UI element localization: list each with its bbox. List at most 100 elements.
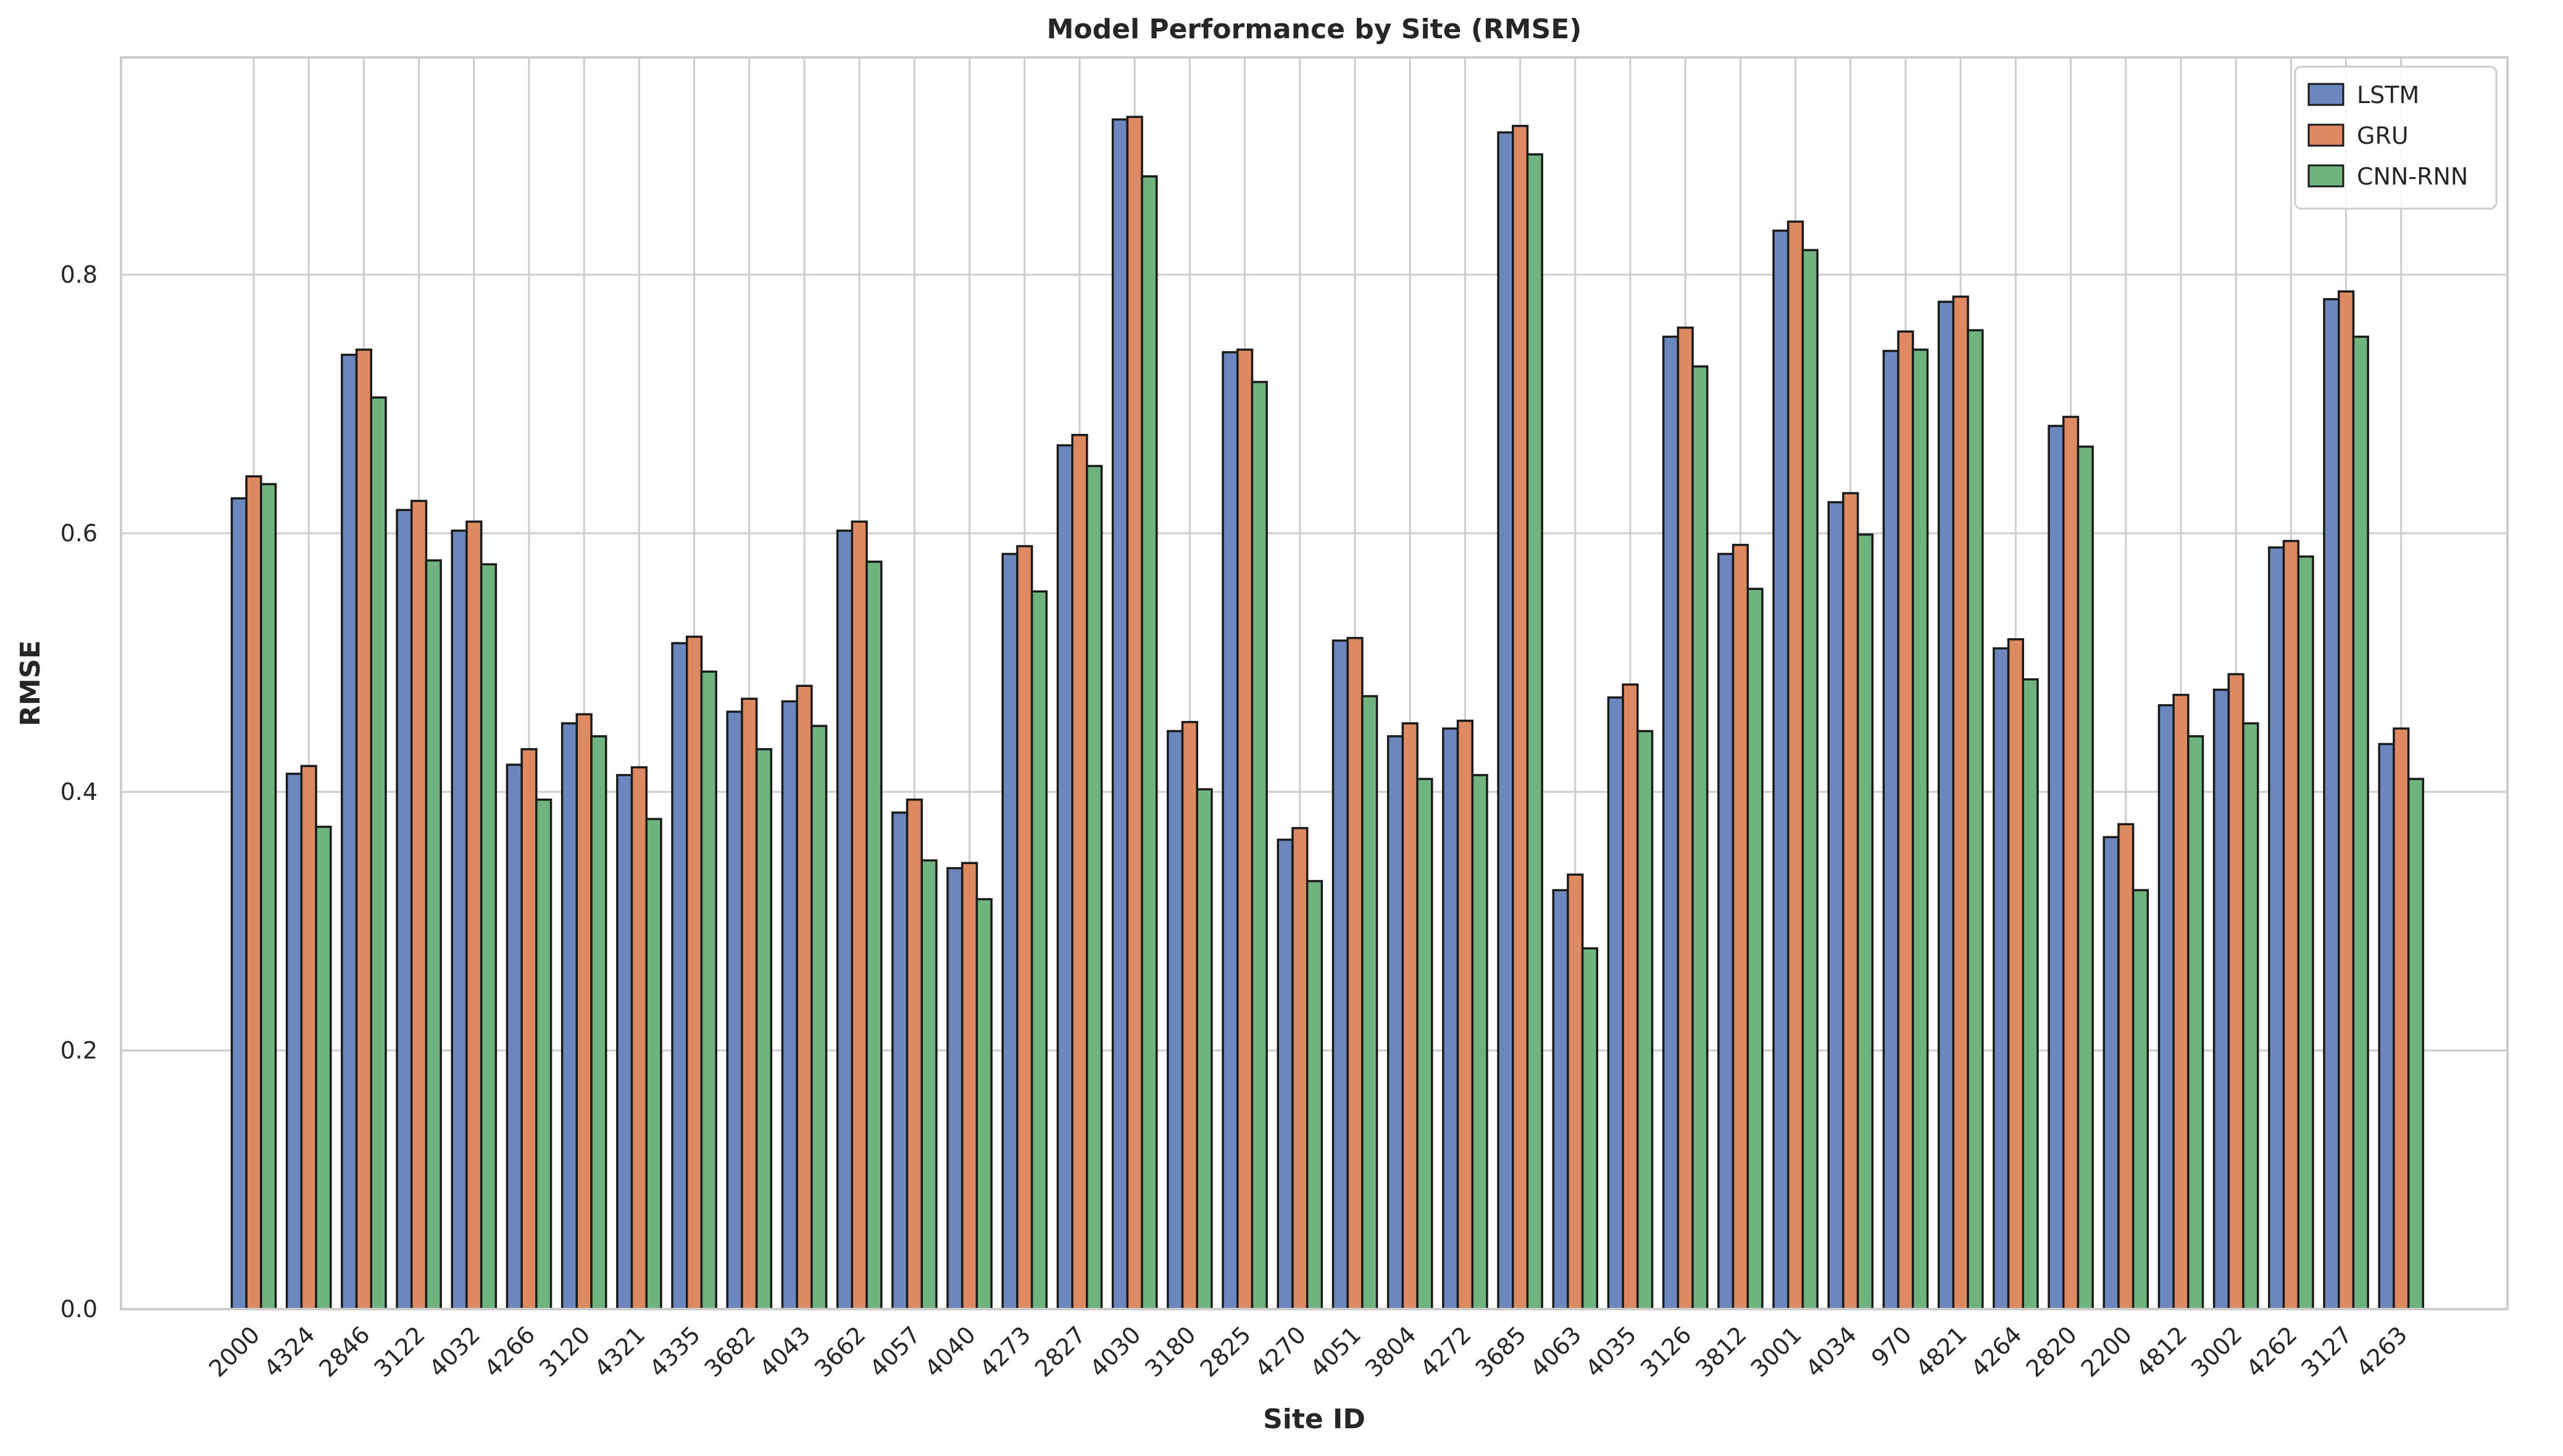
bar-lstm-4812	[2157, 704, 2175, 1310]
bar-gru-4057	[906, 798, 923, 1310]
bar-cnn-rnn-4270	[1306, 880, 1323, 1310]
y-tick-label: 0.6	[60, 520, 98, 547]
bar-cnn-rnn-4264	[2022, 678, 2039, 1310]
bar-gru-2825	[1236, 348, 1254, 1310]
legend-label-lstm: LSTM	[2357, 81, 2419, 109]
bar-gru-2820	[2062, 415, 2080, 1310]
x-tick-label: 3001	[1745, 1321, 1807, 1383]
bar-cnn-rnn-4266	[535, 798, 552, 1310]
bar-gru-4273	[1016, 545, 1033, 1310]
bar-cnn-rnn-4057	[920, 859, 938, 1310]
x-tick-label: 4272	[1415, 1321, 1477, 1383]
x-tick-label: 3126	[1635, 1321, 1697, 1383]
bar-cnn-rnn-4032	[480, 563, 498, 1310]
bar-gru-3812	[1732, 544, 1749, 1310]
bar-cnn-rnn-4262	[2297, 555, 2314, 1310]
legend-swatch-lstm	[2307, 83, 2344, 106]
bar-lstm-4266	[506, 763, 523, 1310]
bar-cnn-rnn-970	[1912, 348, 1929, 1310]
bar-lstm-4272	[1442, 727, 1459, 1310]
bar-lstm-3812	[1717, 552, 1735, 1310]
bar-lstm-3126	[1662, 335, 1680, 1310]
y-axis-label: RMSE	[15, 640, 46, 726]
x-axis-label: Site ID	[1263, 1404, 1365, 1435]
y-tick-label: 0.0	[60, 1296, 98, 1323]
bar-gru-3682	[741, 697, 758, 1310]
bar-gru-4821	[1952, 295, 1969, 1310]
bar-lstm-4035	[1607, 696, 1624, 1310]
bar-cnn-rnn-2827	[1086, 465, 1103, 1310]
bar-gru-4321	[630, 766, 648, 1310]
bar-lstm-3120	[561, 722, 578, 1310]
bar-gru-4051	[1346, 636, 1364, 1310]
bar-cnn-rnn-4273	[1030, 590, 1048, 1310]
x-tick-label: 970	[1866, 1321, 1917, 1371]
bar-lstm-3180	[1167, 730, 1184, 1310]
bar-gru-4063	[1567, 873, 1584, 1310]
bar-gru-4043	[796, 684, 813, 1310]
bar-lstm-4263	[2378, 743, 2395, 1310]
bar-gru-3180	[1181, 721, 1199, 1310]
y-tick-label: 0.8	[60, 261, 98, 288]
bar-lstm-3001	[1772, 229, 1790, 1310]
x-tick-label: 2825	[1194, 1321, 1256, 1383]
bar-cnn-rnn-3002	[2242, 722, 2259, 1310]
x-tick-label: 4821	[1911, 1321, 1972, 1383]
bar-gru-4264	[2007, 638, 2025, 1310]
bar-gru-4030	[1126, 115, 1143, 1310]
bar-lstm-2000	[230, 497, 248, 1310]
bar-gru-4335	[686, 635, 703, 1310]
x-tick-label: 3180	[1140, 1321, 1201, 1383]
bar-gru-4263	[2393, 727, 2410, 1310]
bar-cnn-rnn-4335	[700, 670, 717, 1310]
x-tick-label: 4270	[1250, 1321, 1312, 1383]
bar-lstm-3002	[2212, 688, 2230, 1310]
bar-cnn-rnn-3812	[1746, 588, 1764, 1310]
x-tick-label: 3127	[2296, 1321, 2357, 1383]
bar-gru-2200	[2117, 823, 2135, 1310]
bar-cnn-rnn-4321	[645, 818, 662, 1310]
legend-swatch-gru	[2307, 123, 2344, 147]
x-tick-label: 3682	[699, 1321, 761, 1383]
bar-lstm-2820	[2048, 425, 2065, 1310]
x-tick-label: 4057	[864, 1321, 926, 1383]
bar-gru-3002	[2227, 673, 2244, 1310]
x-tick-label: 2000	[204, 1321, 265, 1383]
bar-gru-4812	[2172, 694, 2190, 1310]
x-tick-label: 4321	[589, 1321, 651, 1383]
bar-cnn-rnn-2200	[2132, 889, 2149, 1310]
chart-title: Model Performance by Site (RMSE)	[1047, 14, 1582, 45]
x-tick-label: 3804	[1360, 1321, 1422, 1383]
bar-lstm-4321	[616, 773, 633, 1310]
bar-lstm-4324	[285, 772, 303, 1310]
bar-cnn-rnn-3682	[755, 748, 773, 1310]
x-tick-label: 4335	[644, 1321, 706, 1383]
bar-gru-3122	[410, 499, 428, 1310]
legend-swatch-cnn-rnn	[2307, 164, 2344, 188]
bar-cnn-rnn-3804	[1416, 778, 1433, 1310]
bar-gru-2827	[1071, 434, 1088, 1310]
y-axis-ticks: 0.0 0.2 0.4 0.6 0.8	[60, 261, 98, 1323]
bar-cnn-rnn-4040	[975, 898, 993, 1310]
y-tick-label: 0.2	[60, 1037, 98, 1064]
bar-cnn-rnn-4030	[1141, 175, 1158, 1310]
bar-gru-3662	[851, 520, 868, 1310]
bar-lstm-4821	[1937, 301, 1955, 1310]
y-tick-label: 0.4	[60, 778, 98, 805]
bar-gru-2000	[245, 475, 262, 1310]
bar-gru-2846	[355, 348, 372, 1310]
bar-gru-4270	[1291, 826, 1309, 1310]
x-tick-label: 4273	[975, 1321, 1036, 1383]
x-tick-label: 3685	[1470, 1321, 1532, 1383]
bar-lstm-3685	[1497, 131, 1514, 1310]
x-tick-label: 4030	[1085, 1321, 1146, 1383]
bar-lstm-4273	[1001, 552, 1019, 1310]
x-tick-label: 4812	[2131, 1321, 2193, 1383]
x-tick-label: 2200	[2076, 1321, 2138, 1383]
bar-lstm-3804	[1386, 735, 1404, 1310]
x-axis-ticks: 2000432428463122403242663120432143353682…	[204, 1321, 2412, 1383]
legend-box	[2294, 65, 2498, 210]
x-tick-label: 4262	[2241, 1321, 2303, 1383]
bar-gru-4034	[1842, 492, 1859, 1310]
